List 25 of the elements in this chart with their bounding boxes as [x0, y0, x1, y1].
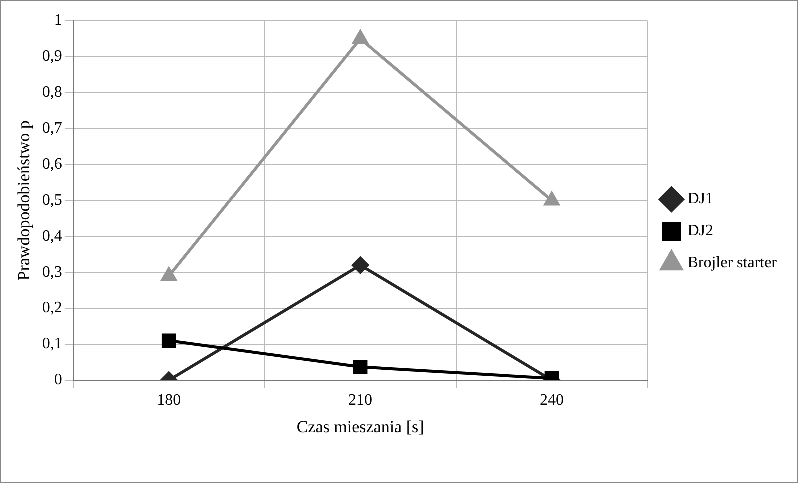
point [544, 192, 560, 206]
legend-label: DJ2 [688, 222, 714, 240]
point [162, 334, 176, 348]
y-tick-label: 0,5 [42, 192, 62, 209]
point [352, 256, 370, 274]
y-tick-label: 0,4 [42, 228, 62, 245]
y-tick-label: 0,7 [42, 120, 62, 138]
point [162, 268, 177, 282]
y-tick-label: 0 [54, 372, 62, 389]
legend-label: DJ1 [688, 190, 714, 208]
x-tick-label: 240 [540, 392, 564, 410]
y-tick-label: 0,6 [42, 156, 62, 173]
point [352, 30, 368, 44]
y-tick-label: 0,8 [42, 84, 62, 102]
x-axis-title: Czas mieszania [s] [296, 417, 424, 436]
legend-label: Brojler starter [688, 254, 778, 272]
point [353, 360, 368, 374]
y-tick-label: 0,2 [42, 300, 62, 317]
x-tick-label: 210 [348, 392, 373, 410]
x-tick-label: 180 [157, 392, 182, 410]
y-tick-label: 1 [54, 12, 62, 30]
y-axis-title: Prawdopodobieństwo p [14, 120, 34, 281]
y-tick-label: 0,1 [42, 336, 62, 353]
y-tick-label: 0,9 [42, 48, 62, 66]
y-tick-label: 0,3 [42, 264, 62, 281]
